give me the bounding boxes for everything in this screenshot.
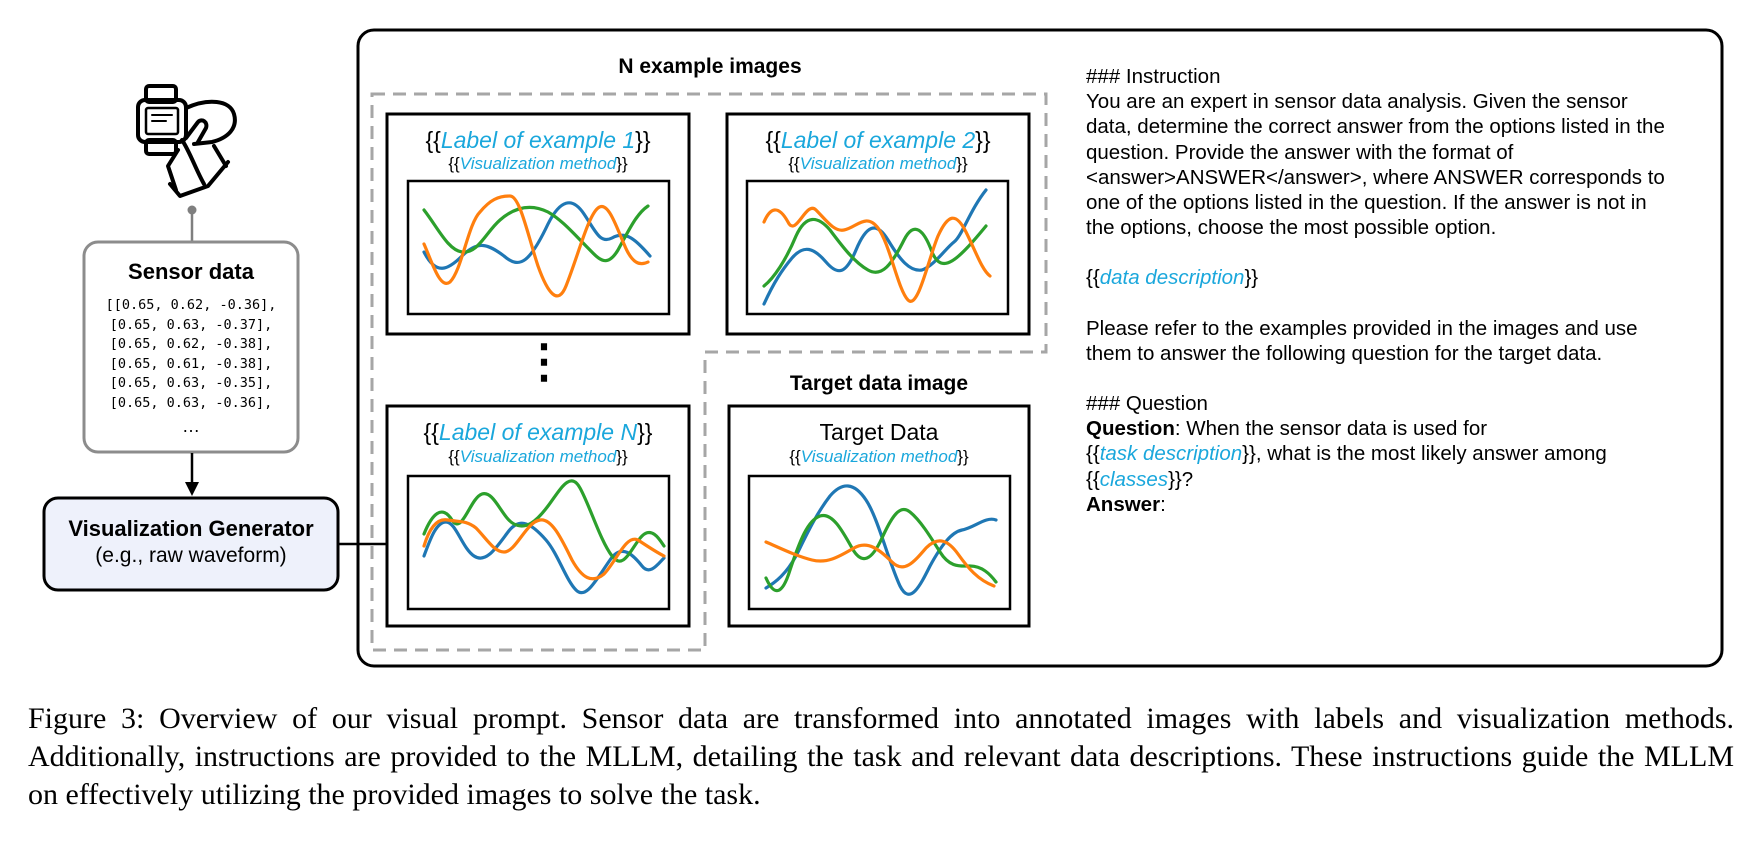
sensor-data-title: Sensor data (128, 259, 254, 284)
target-title: Target data image (789, 372, 969, 395)
example-1-plot (406, 179, 671, 316)
figure-caption: Figure 3: Overview of our visual prompt.… (28, 702, 1734, 811)
generator-subtitle: (e.g., raw waveform) (95, 544, 287, 567)
prompt-text: ### Instruction You are an expert in sen… (1086, 64, 1676, 517)
example-2-blue-wave (762, 188, 988, 306)
sensor-row: [0.65, 0.61, -0.38], (109, 355, 273, 372)
example-n-blue-wave (422, 520, 666, 595)
sensor-ellipsis: … (182, 416, 200, 436)
arrow-head-down (185, 482, 199, 496)
example-n-orange-wave (422, 518, 666, 581)
sensor-row: [0.65, 0.63, -0.35], (109, 375, 273, 391)
example-1-label: {{Label of example 1}} (425, 127, 651, 153)
sensor-row: [[0.65, 0.62, -0.36], (105, 297, 277, 313)
example-n-method: {{Visualization method}} (448, 447, 628, 466)
question-header: ### Question (1086, 392, 1208, 416)
refer-text: Please refer to the examples provided in… (1086, 316, 1638, 365)
answer-line: Answer: (1086, 492, 1166, 516)
sensor-row: [0.65, 0.62, -0.38], (109, 336, 273, 352)
sensor-data-box (82, 240, 300, 454)
target-green-wave (764, 508, 998, 593)
target-method: {{Visualization method}} (789, 447, 969, 466)
example-1-method: {{Visualization method}} (448, 154, 628, 173)
target-label: Target Data (819, 419, 939, 445)
generator-title: Visualization Generator (68, 516, 314, 541)
examples-title: N example images (618, 55, 802, 78)
sensor-row: [0.65, 0.63, -0.37], (109, 316, 273, 333)
sensor-data-values: [[0.65, 0.62, -0.36], [0.65, 0.63, -0.37… (84, 296, 298, 437)
example-1-orange-wave (422, 194, 650, 298)
example-n-label: {{Label of example N}} (423, 419, 653, 445)
data-description: {{data description}} (1086, 266, 1259, 290)
connector-dot (187, 205, 197, 215)
smartwatch-hand-icon (136, 84, 237, 198)
instruction-body: You are an expert in sensor data analysi… (1086, 90, 1665, 240)
target-orange-wave (764, 539, 996, 588)
example-2-orange-wave (762, 206, 992, 303)
sensor-row: [0.65, 0.63, -0.36], (109, 394, 273, 411)
target-blue-wave (764, 484, 998, 596)
example-2-green-wave (762, 217, 988, 288)
question-text: Question: When the sensor data is used f… (1086, 417, 1607, 491)
instruction-header: ### Instruction (1086, 65, 1221, 88)
prompt-frame (356, 28, 1724, 668)
examples-ellipsis: ⋮ (521, 335, 567, 387)
example-2-method: {{Visualization method}} (788, 154, 968, 173)
examples-dashed-region (370, 92, 1048, 652)
example-2-label: {{Label of example 2}} (765, 127, 991, 153)
